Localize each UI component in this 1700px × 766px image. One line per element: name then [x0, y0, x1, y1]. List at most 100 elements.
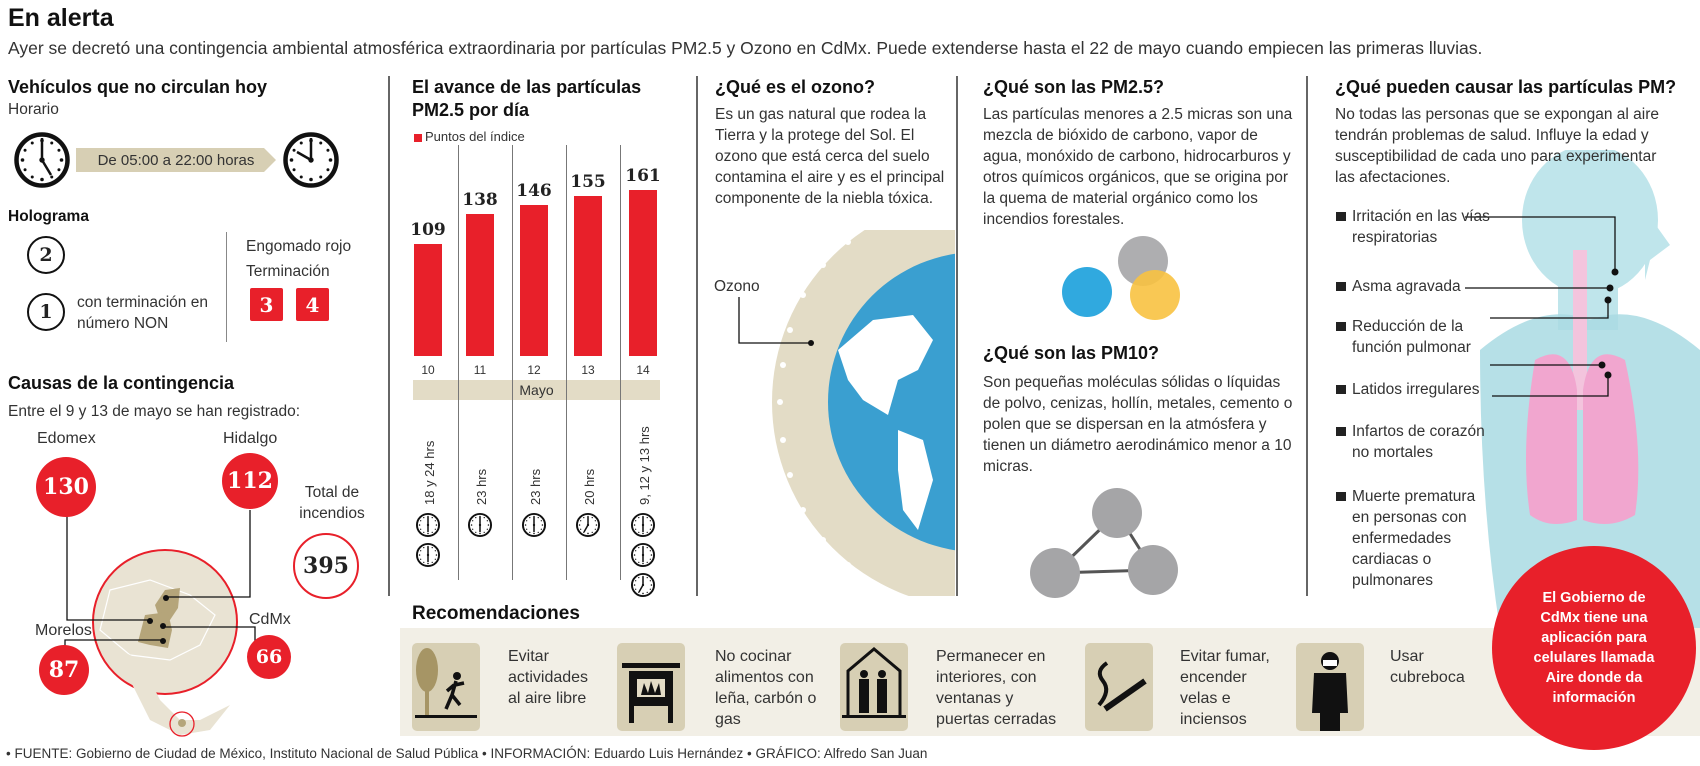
bar: [466, 213, 494, 356]
pm10-text: Son pequeñas moléculas sólidas o líquida…: [983, 374, 1293, 475]
clock-icon: [415, 512, 441, 538]
pm25-title: ¿Qué son las PM2.5?: [983, 77, 1165, 97]
region-label-cdmx: CdMx: [249, 611, 291, 628]
bar-value-label: 109: [410, 219, 446, 240]
ending-label: Terminación: [246, 263, 330, 280]
chart-title: El avance de las partículas PM2.5 por dí…: [412, 77, 642, 120]
hours-label: 18 y 24 hrs: [422, 440, 437, 505]
region-label-hidalgo: Hidalgo: [223, 430, 278, 447]
clock-icon: [630, 542, 656, 568]
globe-illustration: [698, 230, 955, 596]
recommendation-text: Usar cubreboca: [1390, 648, 1465, 686]
chart-divider: [512, 145, 513, 580]
bar-value-label: 146: [516, 181, 552, 202]
app-callout: El Gobierno de CdMx tiene una aplicación…: [1492, 546, 1696, 750]
ozone-text: Es un gas natural que rodea la Tierra y …: [715, 106, 945, 207]
legend-swatch: [414, 134, 422, 142]
x-tick-label: 11: [473, 363, 487, 377]
region-count-cdmx: 66: [247, 635, 291, 679]
region-label-morelos: Morelos: [35, 622, 92, 639]
legend-label: Puntos del índice: [425, 129, 525, 144]
recommendation-text: No cocinar alimentos con leña, carbón o …: [715, 648, 817, 728]
recommendation-text: Permanecer en interiores, con ventanas y…: [936, 648, 1057, 728]
column-divider: [1306, 76, 1308, 596]
column-divider: [696, 76, 698, 596]
vehicles-title: Vehículos que no circulan hoy: [8, 77, 268, 97]
human-body-illustration: [1480, 150, 1700, 630]
stove-icon: [617, 643, 685, 731]
bar: [520, 205, 548, 356]
region-count-hidalgo: 112: [222, 453, 278, 509]
x-tick-label: 12: [527, 363, 541, 377]
column-divider: [388, 76, 390, 596]
footer-credits: • FUENTE: Gobierno de Ciudad de México, …: [6, 746, 928, 761]
effect-item: Asma agravada: [1336, 276, 1496, 297]
page-title: En alerta: [8, 4, 114, 32]
chart-divider: [566, 145, 567, 580]
recommendation-text: Evitar actividades al aire libre: [508, 648, 589, 707]
molecule-icon: [1030, 488, 1178, 598]
effect-item: Reducción de la función pulmonar: [1336, 316, 1486, 358]
x-tick-label: 10: [421, 363, 435, 377]
cigarette-icon: [1085, 643, 1153, 731]
chart-divider: [458, 145, 459, 580]
clock-icon: [630, 572, 656, 598]
hours-label: 9, 12 y 13 hrs: [637, 426, 652, 505]
house-people-icon: [840, 643, 908, 731]
region-count-edomex: 130: [36, 457, 96, 517]
face-mask-icon: [1296, 643, 1364, 731]
chart-divider: [620, 145, 621, 580]
effect-item: Muerte prematura en personas con enferme…: [1336, 486, 1476, 591]
pm25-text: Las partículas menores a 2.5 micras son …: [983, 106, 1293, 228]
column-divider: [956, 76, 958, 596]
clock-icon: [575, 512, 601, 538]
schedule-label: Horario: [8, 101, 59, 118]
hologram-1-badge: 1: [27, 293, 65, 331]
hologram-2-badge: 2: [27, 236, 65, 274]
total-label: Total de incendios: [299, 484, 365, 522]
runner-tree-icon: [412, 643, 480, 731]
ozone-title: ¿Qué es el ozono?: [715, 77, 876, 97]
schedule-range: De 05:00 a 22:00 horas: [76, 148, 276, 172]
recommendation-text: Evitar fumar, encender velas e inciensos: [1180, 648, 1270, 728]
ozone-label: Ozono: [714, 276, 762, 297]
x-tick-label: 13: [581, 363, 595, 377]
pm10-title: ¿Qué son las PM10?: [983, 343, 1160, 363]
bar-chart: Mayo 109 10 18 y 24 hrs 138 11 23 hrs 146 12 23 …: [400, 145, 690, 600]
hours-label: 23 hrs: [474, 468, 489, 505]
bar: [574, 196, 602, 356]
clock-icon: [521, 512, 547, 538]
effect-item: Irritación en las vías respiratorias: [1336, 206, 1496, 248]
bar: [414, 243, 442, 356]
hours-label: 20 hrs: [582, 468, 597, 505]
ending-badge: 3: [250, 288, 283, 321]
x-axis-title: Mayo: [413, 380, 660, 400]
recommendations-band: [400, 628, 1700, 736]
bar-value-label: 155: [570, 172, 606, 193]
recommendations-title: Recomendaciones: [412, 603, 580, 624]
effects-intro: No todas las personas que se expongan al…: [1335, 106, 1659, 186]
total-count: 395: [293, 533, 359, 599]
divider: [226, 232, 227, 342]
bar-value-label: 138: [462, 189, 498, 210]
ending-badge: 4: [296, 288, 329, 321]
region-map: [64, 490, 256, 737]
bar: [629, 190, 657, 356]
causes-title: Causas de la contingencia: [8, 373, 235, 393]
effect-item: Infartos de corazón no mortales: [1336, 421, 1496, 463]
hologram-1-note: con terminación en número NON: [77, 294, 208, 332]
effects-title: ¿Qué pueden causar las partículas PM?: [1335, 77, 1677, 97]
sticker-label: Engomado rojo: [246, 238, 352, 255]
effect-item: Latidos irregulares: [1336, 379, 1526, 400]
x-tick-label: 14: [636, 363, 650, 377]
hologram-title: Holograma: [8, 208, 89, 225]
causes-intro: Entre el 9 y 13 de mayo se han registrad…: [8, 403, 301, 420]
region-count-morelos: 87: [39, 645, 89, 695]
page-subtitle: Ayer se decretó una contingencia ambient…: [8, 38, 1483, 58]
clock-icon-start: [12, 130, 72, 190]
effect-leader-lines: [1465, 216, 1619, 397]
region-label-edomex: Edomex: [37, 430, 96, 447]
clock-icon: [415, 542, 441, 568]
bar-value-label: 161: [625, 166, 661, 186]
clock-icon: [630, 512, 656, 538]
